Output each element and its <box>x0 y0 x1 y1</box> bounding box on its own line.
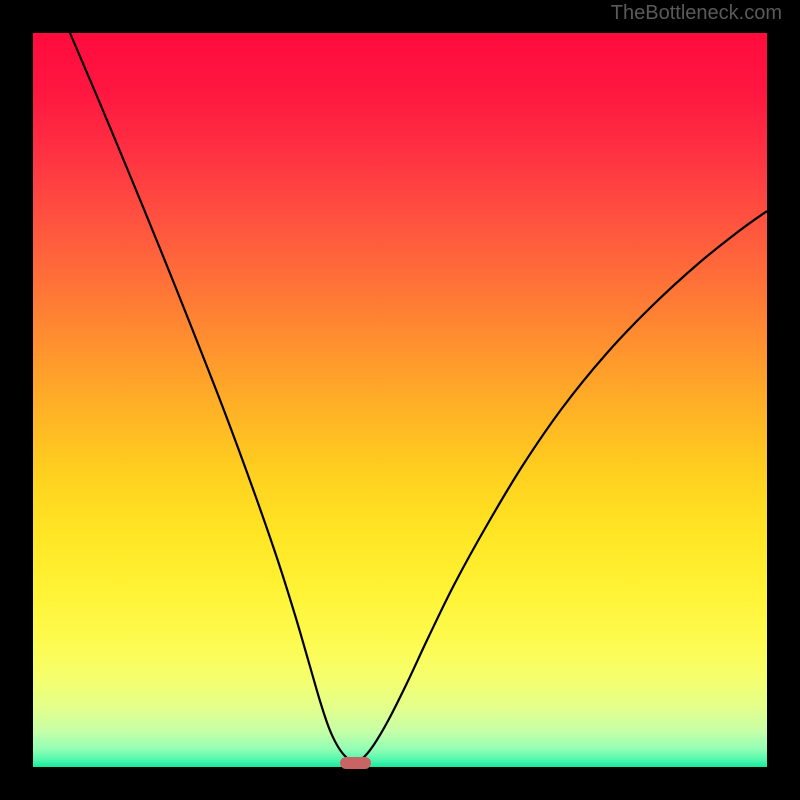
bottleneck-marker <box>340 757 371 769</box>
bottleneck-curve <box>33 33 767 767</box>
watermark-text: TheBottleneck.com <box>611 2 782 25</box>
plot-area <box>33 33 767 767</box>
